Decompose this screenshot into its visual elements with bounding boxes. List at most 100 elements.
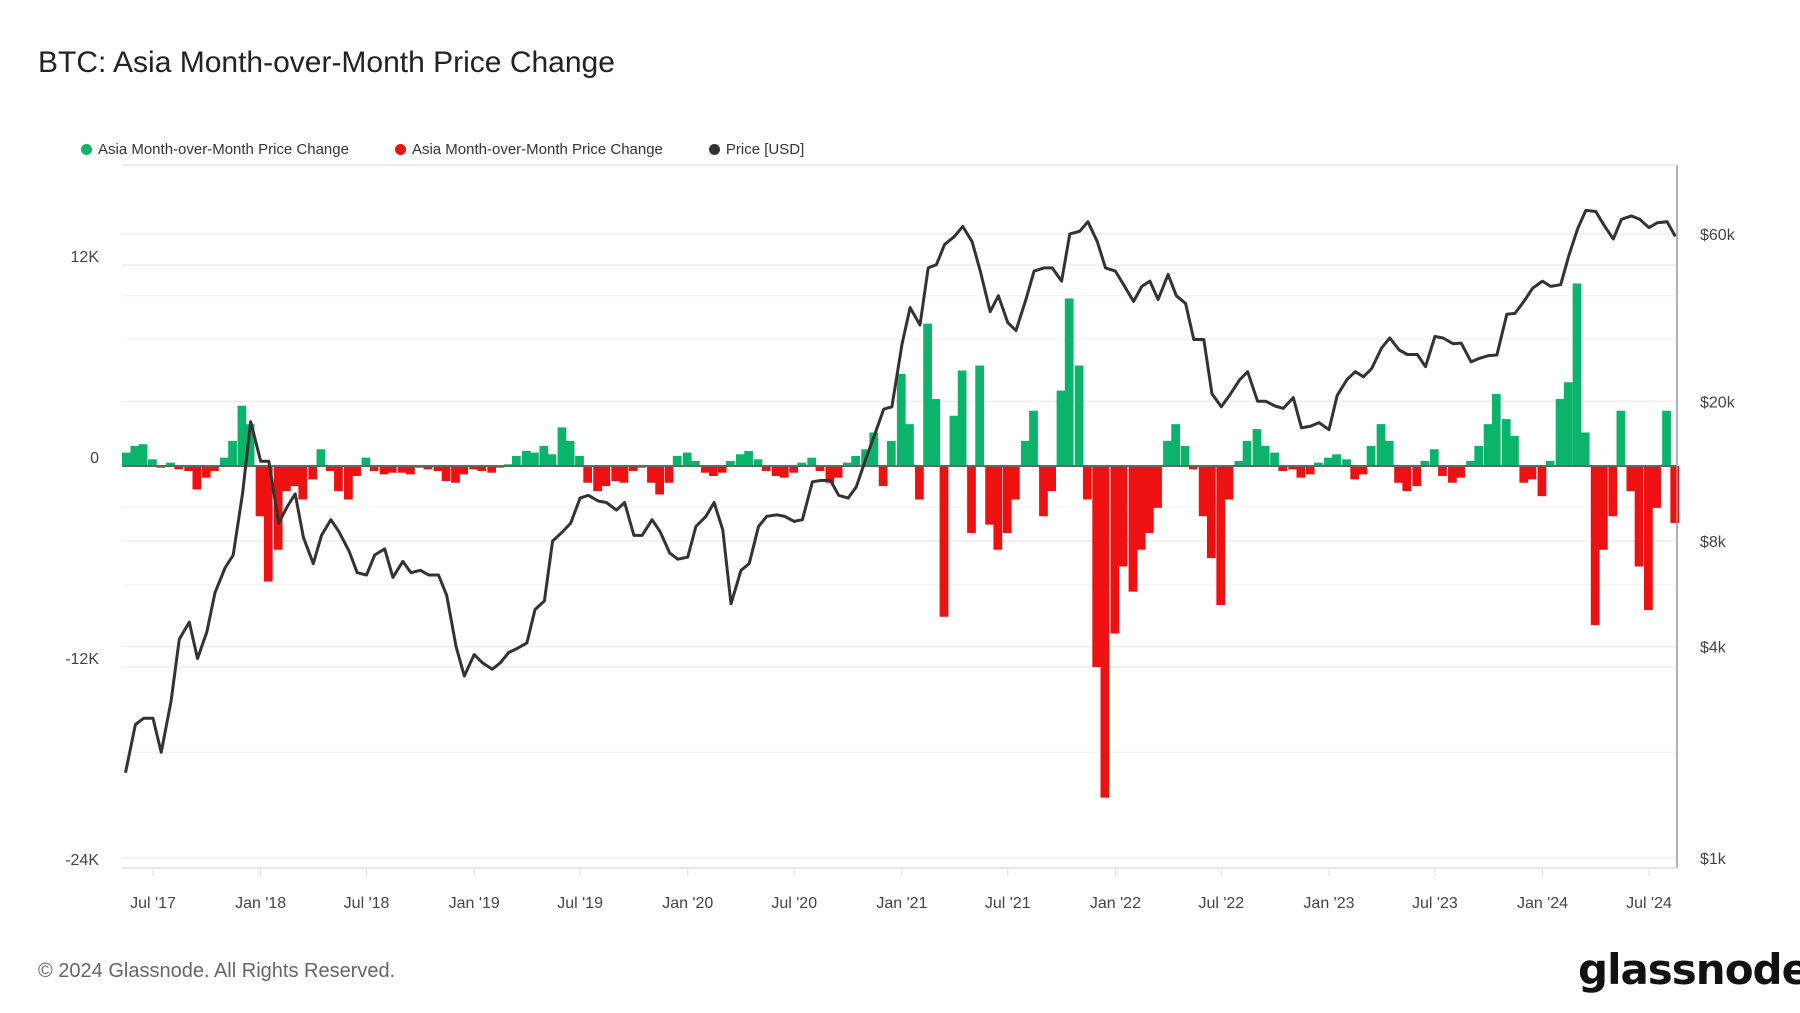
bar-positive <box>1366 445 1376 466</box>
legend-item-price[interactable]: Price [USD] <box>708 141 805 158</box>
bar-negative <box>789 466 798 473</box>
bar-positive <box>797 462 807 466</box>
legend: Asia Month-over-Month Price Change Asia … <box>81 141 850 158</box>
bar-positive <box>1252 429 1262 466</box>
x-axis-tick-label: Jan '22 <box>1090 895 1141 912</box>
x-axis-tick-label: Jul '21 <box>985 895 1031 912</box>
bar-negative <box>1136 466 1146 550</box>
left-axis-tick-label: 0 <box>90 450 99 467</box>
bar-positive <box>1429 449 1439 466</box>
bar-negative <box>825 466 835 483</box>
bar-negative <box>939 466 949 617</box>
change-bars <box>122 283 1680 798</box>
bar-positive <box>1314 462 1323 466</box>
bar-negative <box>993 466 1003 550</box>
bar-positive <box>1466 460 1475 466</box>
bar-negative <box>1358 466 1368 475</box>
chart-title: BTC: Asia Month-over-Month Price Change <box>38 46 615 79</box>
bar-positive <box>138 444 148 466</box>
bar-positive <box>672 455 682 466</box>
bar-positive <box>905 424 914 466</box>
bar-positive <box>886 440 896 466</box>
bar-negative <box>915 466 924 500</box>
bar-positive <box>949 415 959 466</box>
bar-positive <box>122 452 131 466</box>
bar-negative <box>985 466 994 525</box>
x-axis-tick-label: Jan '20 <box>662 895 713 912</box>
legend-item-positive-change[interactable]: Asia Month-over-Month Price Change <box>81 141 349 158</box>
bar-negative <box>1288 466 1298 470</box>
bar-positive <box>744 450 753 466</box>
legend-label: Price [USD] <box>725 141 805 158</box>
bar-negative <box>1092 466 1102 667</box>
bar-negative <box>1519 466 1529 483</box>
bar-negative <box>184 466 194 472</box>
legend-item-negative-change[interactable]: Asia Month-over-Month Price Change <box>394 141 663 158</box>
bar-negative <box>1598 466 1608 550</box>
bar-negative <box>1198 466 1208 517</box>
right-axis-tick-label: $60k <box>1700 227 1736 244</box>
bar-negative <box>1224 466 1234 500</box>
bar-positive <box>1163 440 1172 466</box>
bar-positive <box>1323 457 1333 466</box>
bar-positive <box>1616 410 1626 466</box>
bar-positive <box>130 445 140 466</box>
gridlines <box>122 233 1677 869</box>
bar-positive <box>1474 445 1484 466</box>
bar-positive <box>1501 419 1511 466</box>
bar-negative <box>451 466 460 483</box>
x-axis-tick-label: Jul '19 <box>557 895 603 912</box>
bar-negative <box>1652 466 1661 508</box>
copyright: © 2024 Glassnode. All Rights Reserved. <box>38 960 396 982</box>
bar-positive <box>557 427 567 466</box>
bar-positive <box>228 440 237 466</box>
bar-negative <box>1216 466 1226 606</box>
bar-negative <box>290 466 299 487</box>
glassnode-logo: glassnode <box>1578 945 1800 994</box>
bar-positive <box>361 457 371 466</box>
legend-label: Asia Month-over-Month Price Change <box>411 141 663 158</box>
bar-negative <box>1438 466 1447 477</box>
x-axis-tick-label: Jan '24 <box>1517 895 1568 912</box>
bar-negative <box>771 466 781 477</box>
bar-positive <box>1483 424 1493 466</box>
bar-negative <box>1010 466 1020 500</box>
bar-negative <box>1305 466 1315 475</box>
right-axis-tick-label: $20k <box>1700 394 1736 411</box>
bar-positive <box>1270 452 1279 466</box>
bar-negative <box>1118 466 1128 567</box>
bar-negative <box>459 466 469 475</box>
bar-negative <box>174 466 184 470</box>
bar-positive <box>843 462 852 466</box>
bar-positive <box>957 370 967 466</box>
x-axis-tick-label: Jul '22 <box>1198 895 1244 912</box>
bar-negative <box>1278 466 1288 472</box>
bar-negative <box>352 466 361 477</box>
bar-positive <box>539 445 549 466</box>
bar-negative <box>619 466 629 483</box>
bar-negative <box>1039 466 1048 517</box>
left-axis-tick-label: 12K <box>71 249 100 266</box>
bar-positive <box>1580 432 1590 466</box>
bar-positive <box>166 462 175 466</box>
axis-labels: 12K 0 -12K -24K $60k $20k $8k $4k $1k Jul '17 Jan … <box>65 227 1735 912</box>
bar-positive <box>975 365 985 466</box>
bar-positive <box>1332 454 1341 466</box>
x-axis-tick-label: Jul '23 <box>1412 895 1458 912</box>
bar-negative <box>1394 466 1403 483</box>
x-axis-tick-label: Jan '23 <box>1303 895 1354 912</box>
bar-positive <box>1510 435 1519 466</box>
bar-negative <box>655 466 665 495</box>
bar-negative <box>1002 466 1012 533</box>
bar-negative <box>282 466 291 492</box>
bar-negative <box>325 466 335 472</box>
bar-positive <box>1242 440 1252 466</box>
bar-negative <box>1626 466 1636 492</box>
bar-positive <box>736 454 745 466</box>
bar-positive <box>682 452 692 466</box>
bar-negative <box>263 466 273 582</box>
bar-positive <box>219 457 229 466</box>
bar-positive <box>931 399 941 466</box>
bar-positive <box>1545 460 1555 466</box>
bar-negative <box>1608 466 1618 517</box>
